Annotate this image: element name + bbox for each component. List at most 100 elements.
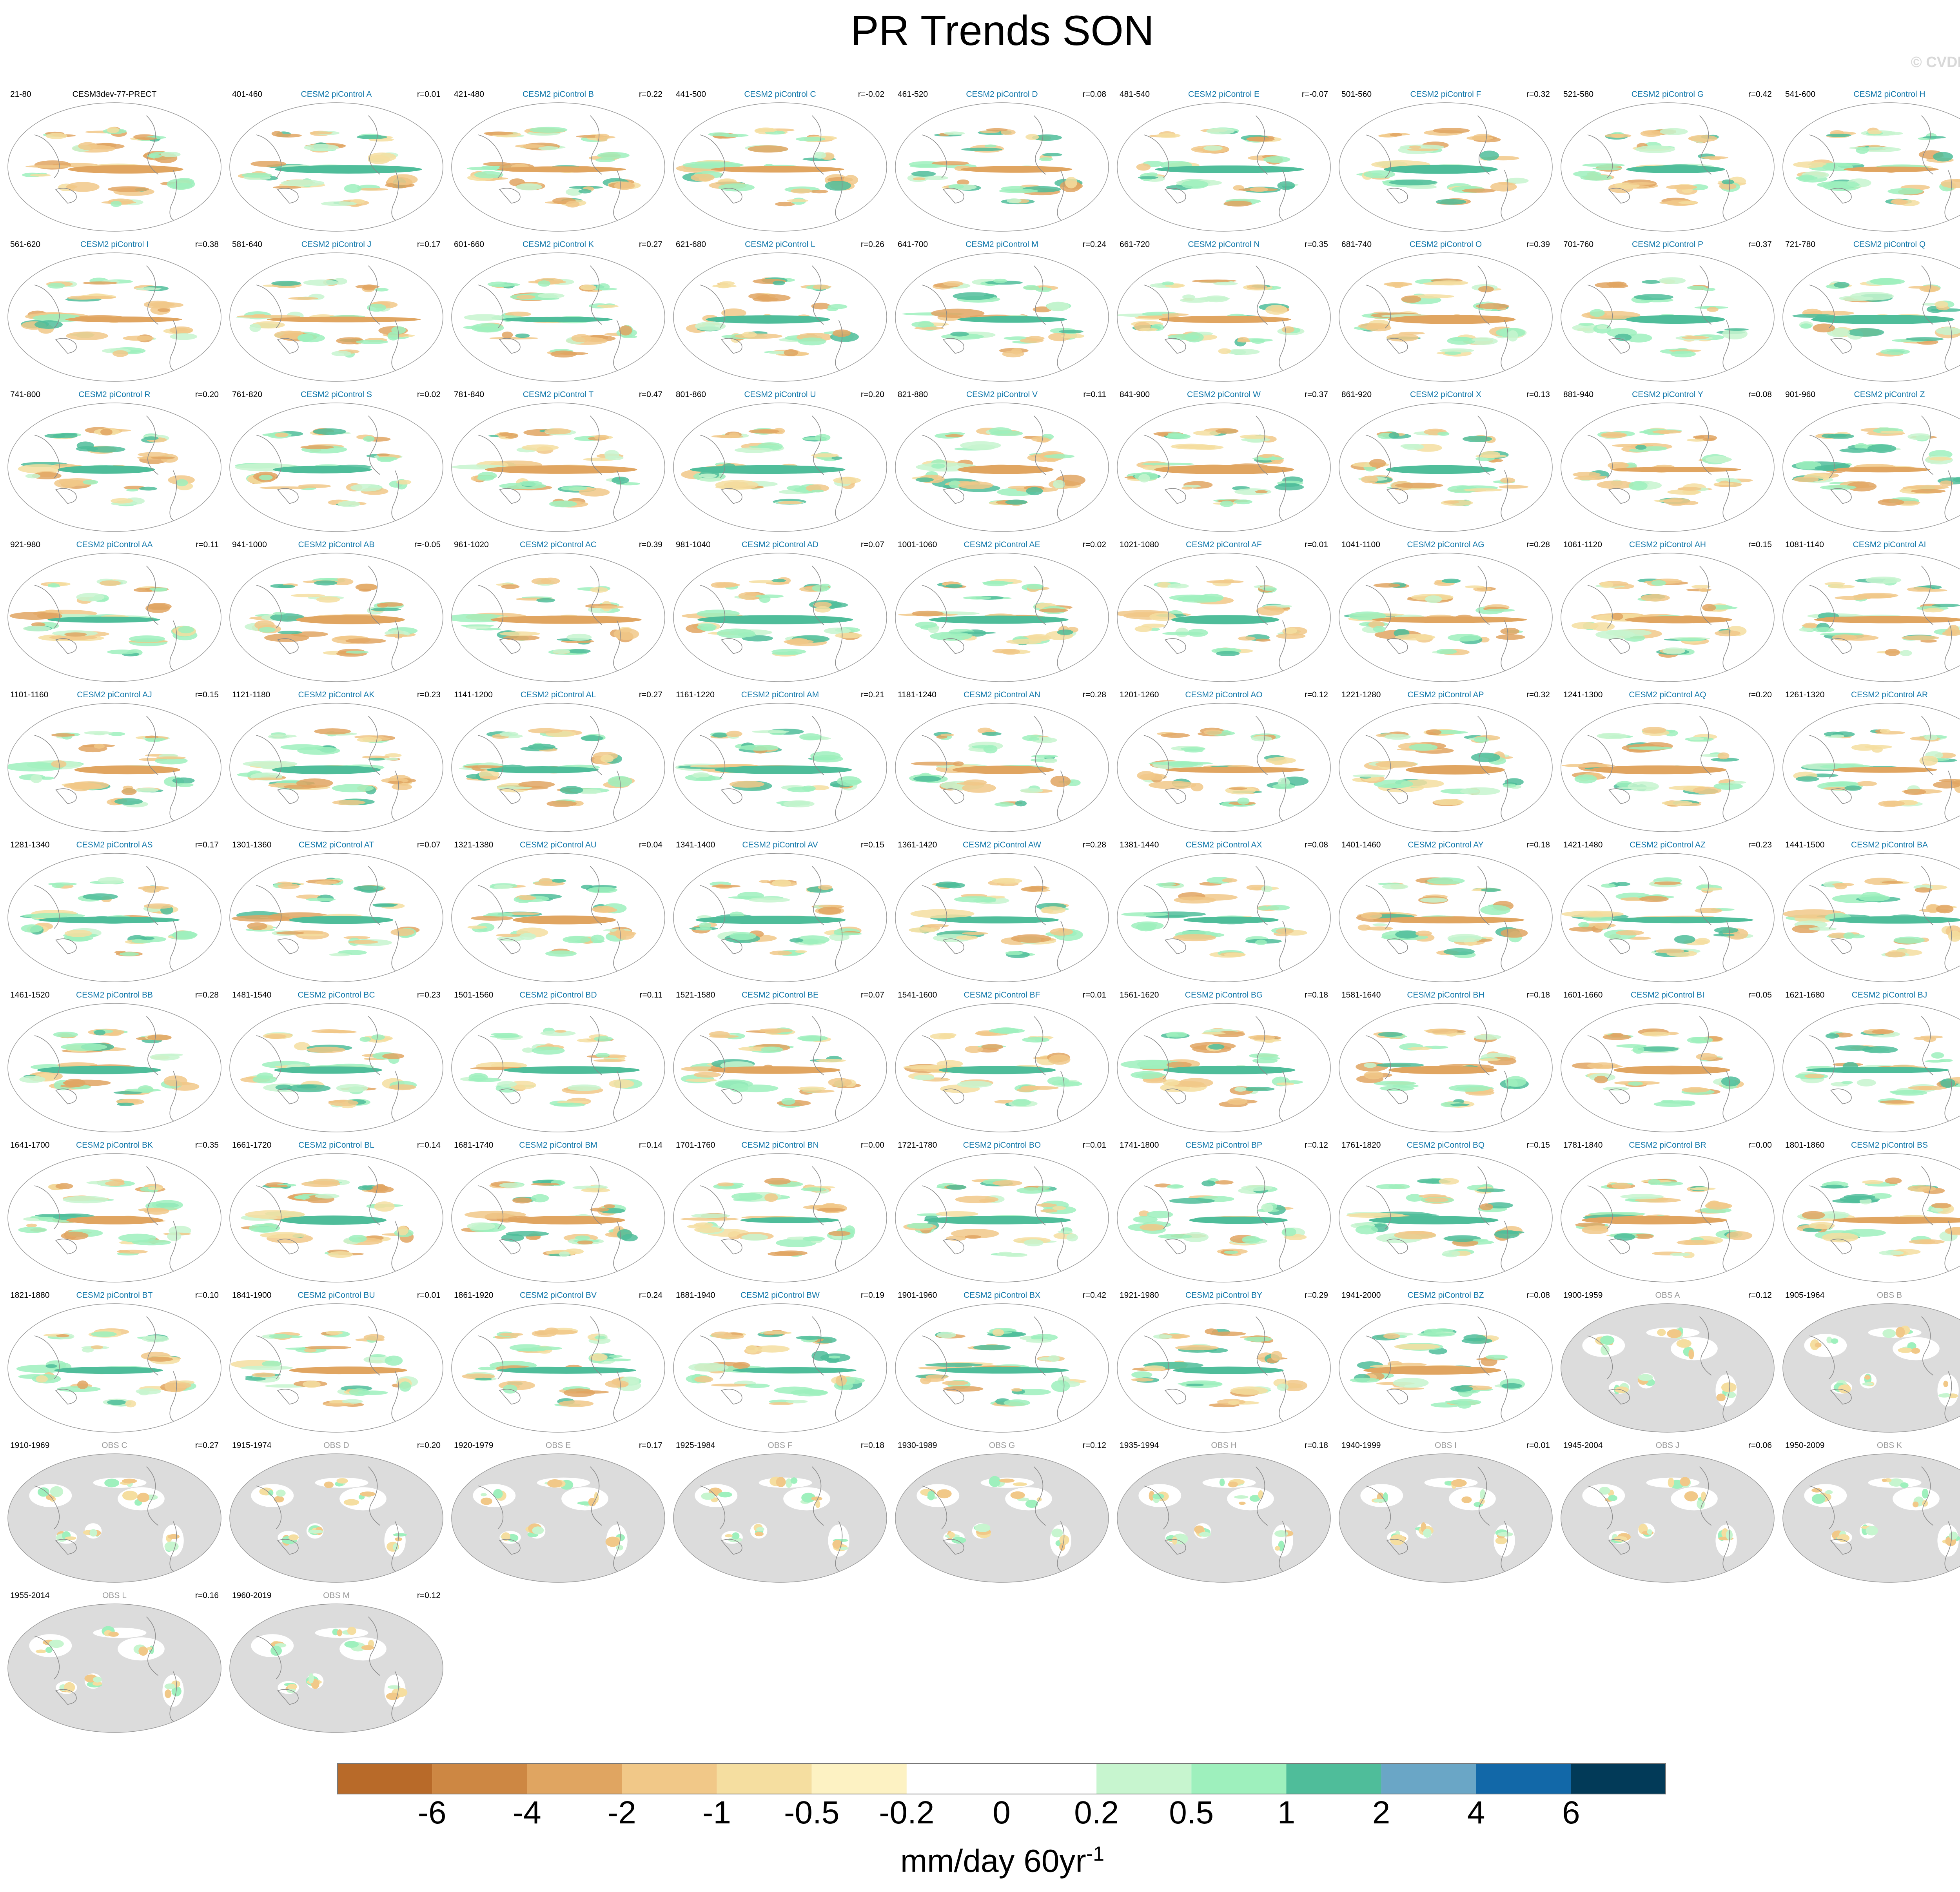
equatorial-band <box>1613 1065 1730 1075</box>
panel-years: 1301-1360 <box>232 840 272 849</box>
trend-patch <box>499 631 540 636</box>
trend-patch <box>1267 905 1290 911</box>
coastline <box>146 115 159 175</box>
trend-patch <box>811 490 824 493</box>
trend-patch <box>250 160 287 167</box>
coastline <box>922 285 947 328</box>
trend-patch <box>1507 330 1518 342</box>
trend-patch <box>464 314 505 321</box>
trend-patch <box>597 152 630 159</box>
coastline <box>1477 115 1490 175</box>
trend-patch <box>802 1236 825 1241</box>
globe-map <box>1561 1003 1775 1132</box>
coastline <box>1057 170 1065 221</box>
trend-patch <box>396 479 412 485</box>
coastline <box>1809 134 1835 178</box>
trend-patch <box>499 1183 524 1188</box>
trend-patch <box>265 1034 287 1039</box>
map-outline <box>895 102 1109 232</box>
trend-patch <box>47 584 61 588</box>
trend-patch <box>172 931 198 938</box>
map-panel: CESM2 piControl G 521-580 r=0.42 <box>1558 89 1777 238</box>
trend-patch <box>1137 771 1156 780</box>
trend-patch <box>691 163 744 167</box>
equatorial-band <box>938 1066 1056 1074</box>
trend-patch <box>1005 499 1027 505</box>
globe-map <box>1561 553 1775 682</box>
trend-patch <box>1813 323 1835 333</box>
trend-patch <box>1466 136 1493 140</box>
map-panel: CESM2 piControl BC 1481-1540 r=0.23 <box>227 990 446 1139</box>
trend-patch <box>1843 932 1854 939</box>
trend-patch <box>945 434 964 437</box>
trend-patch <box>1240 434 1270 439</box>
trend-patch <box>964 1235 982 1239</box>
panel-title: CESM2 piControl W <box>1187 390 1261 399</box>
globe-map <box>1117 703 1331 832</box>
panel-correlation: r=0.26 <box>860 240 884 249</box>
trend-patch <box>1171 443 1212 450</box>
coastline <box>1722 170 1730 221</box>
trend-patch <box>931 463 946 469</box>
map-panel: CESM2 piControl AX 1381-1440 r=0.08 <box>1114 840 1334 989</box>
trend-patch <box>1395 930 1419 939</box>
globe-map <box>1561 1153 1775 1282</box>
trend-patch <box>1450 1103 1470 1106</box>
equatorial-band <box>706 315 830 324</box>
globe-map <box>1561 102 1775 232</box>
map-panel: CESM2 piControl C 441-500 r=-0.02 <box>670 89 890 238</box>
trend-patch <box>1147 1210 1173 1219</box>
trend-patch <box>367 303 387 312</box>
coastline <box>34 285 60 328</box>
map-outline <box>895 252 1109 382</box>
trend-patch <box>1138 474 1150 483</box>
trend-patch <box>786 485 806 491</box>
trend-patch <box>759 880 771 883</box>
trend-patch <box>1221 878 1238 883</box>
panel-years: 901-960 <box>1785 390 1816 399</box>
trend-patch <box>796 137 826 141</box>
equatorial-band <box>957 316 1067 323</box>
trend-patch <box>55 1183 73 1189</box>
map-panel: CESM2 piControl U 801-860 r=0.20 <box>670 390 890 539</box>
trend-patch <box>578 189 592 194</box>
trend-patch <box>1213 281 1238 286</box>
trend-patch <box>550 350 577 358</box>
equatorial-band <box>497 166 626 172</box>
map-panel: CESM2 piControl E 481-540 r=-0.07 <box>1114 89 1334 238</box>
globe-map <box>7 1153 221 1282</box>
panel-years: 1581-1640 <box>1341 990 1381 1000</box>
trend-patch <box>1614 882 1630 886</box>
map-panel: CESM2 piControl AJ 1101-1160 r=0.15 <box>5 690 224 839</box>
trend-patch <box>1215 428 1239 434</box>
globe-map <box>1117 252 1331 382</box>
panel-years: 1161-1220 <box>676 690 715 699</box>
trend-patch <box>772 281 785 285</box>
trend-patch <box>1820 485 1857 490</box>
trend-patch <box>377 453 390 456</box>
trend-patch <box>1597 325 1608 330</box>
trend-patch <box>797 1035 828 1041</box>
coastline <box>277 188 299 204</box>
panel-years: 1781-1840 <box>1563 1141 1603 1150</box>
trend-patch <box>370 608 401 611</box>
map-panel: CESM2 piControl R 741-800 r=0.20 <box>5 390 224 539</box>
trend-patch <box>515 144 545 148</box>
trend-patch <box>107 649 137 655</box>
trend-patch <box>1065 177 1078 189</box>
trend-patch <box>1601 883 1616 888</box>
panel-title: CESM2 piControl AE <box>964 540 1040 549</box>
globe-map <box>1339 102 1553 232</box>
trend-patch <box>579 488 610 497</box>
map-panel: CESM2 piControl S 761-820 r=0.02 <box>227 390 446 539</box>
globe-map <box>673 1303 887 1433</box>
map-panel: CESM2 piControl N 661-720 r=0.35 <box>1114 239 1334 388</box>
coastline <box>812 566 824 625</box>
map-panel: CESM2 piControl AQ 1241-1300 r=0.20 <box>1558 690 1777 839</box>
trend-patch <box>1407 148 1439 151</box>
trend-patch <box>274 330 304 339</box>
trend-patch <box>712 733 728 738</box>
trend-patch <box>1027 584 1044 590</box>
panel-correlation: r=0.17 <box>417 240 441 249</box>
